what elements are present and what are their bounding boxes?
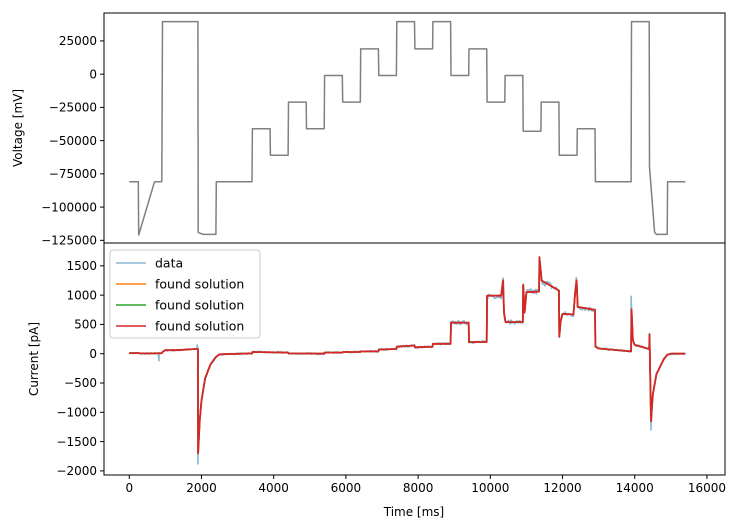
voltage-panel: 25000 0 −25000 −50000 −75000 −100000 −125000 V… bbox=[11, 12, 726, 248]
voltage-y-tick-label: −75000 bbox=[49, 167, 97, 181]
voltage-series-group bbox=[129, 20, 686, 236]
current-y-tick-label: −1500 bbox=[56, 435, 97, 449]
time-x-tick-label: 4000 bbox=[258, 481, 289, 495]
time-x-tick-label: 6000 bbox=[331, 481, 362, 495]
time-x-tick-label: 12000 bbox=[543, 481, 581, 495]
time-x-ticks: 0 2000 4000 6000 8000 10000 12000 14000 16000 bbox=[125, 475, 726, 495]
time-x-tick-label: 0 bbox=[125, 481, 133, 495]
current-y-tick-label: 1000 bbox=[66, 288, 97, 302]
current-y-tick-label: 1500 bbox=[66, 259, 97, 273]
voltage-y-tick-label: −50000 bbox=[49, 134, 97, 148]
legend: data found solution found solution found… bbox=[109, 249, 261, 339]
current-y-tick-label: 500 bbox=[74, 318, 97, 332]
current-y-tick-label: −500 bbox=[64, 376, 97, 390]
time-x-tick-label: 14000 bbox=[616, 481, 654, 495]
time-x-tick-label: 10000 bbox=[471, 481, 509, 495]
current-y-tick-label: −2000 bbox=[56, 464, 97, 478]
legend-label-solution-green: found solution bbox=[155, 298, 244, 313]
voltage-series-line bbox=[129, 20, 686, 236]
legend-label-solution-red: found solution bbox=[155, 319, 244, 334]
time-x-axis-label: Time [ms] bbox=[383, 505, 445, 519]
time-x-tick-label: 8000 bbox=[403, 481, 434, 495]
voltage-y-axis-label: Voltage [mV] bbox=[11, 89, 25, 167]
voltage-y-tick-label: 25000 bbox=[59, 34, 97, 48]
current-plot-frame bbox=[103, 242, 726, 476]
legend-label-data: data bbox=[155, 256, 183, 271]
current-panel: 1500 1000 500 0 −500 −1000 −1500 −2000 0 2000 400… bbox=[27, 242, 726, 519]
current-y-ticks: 1500 1000 500 0 −500 −1000 −1500 −2000 bbox=[56, 259, 104, 478]
voltage-y-tick-label: −100000 bbox=[41, 200, 97, 214]
legend-box bbox=[109, 249, 261, 339]
voltage-y-tick-label: −25000 bbox=[49, 101, 97, 115]
voltage-y-ticks: 25000 0 −25000 −50000 −75000 −100000 −125000 bbox=[41, 34, 104, 248]
voltage-y-tick-label: 0 bbox=[89, 67, 97, 81]
legend-label-solution-orange: found solution bbox=[155, 277, 244, 292]
current-y-axis-label: Current [pA] bbox=[27, 322, 41, 396]
time-x-tick-label: 2000 bbox=[186, 481, 217, 495]
current-series-group bbox=[128, 256, 686, 465]
current-fit-line bbox=[129, 256, 686, 455]
current-y-tick-label: 0 bbox=[89, 347, 97, 361]
voltage-y-tick-label: −125000 bbox=[41, 234, 97, 248]
voltage-plot-area bbox=[104, 13, 725, 243]
current-y-tick-label: −1000 bbox=[56, 406, 97, 420]
time-x-tick-label: 16000 bbox=[688, 481, 726, 495]
